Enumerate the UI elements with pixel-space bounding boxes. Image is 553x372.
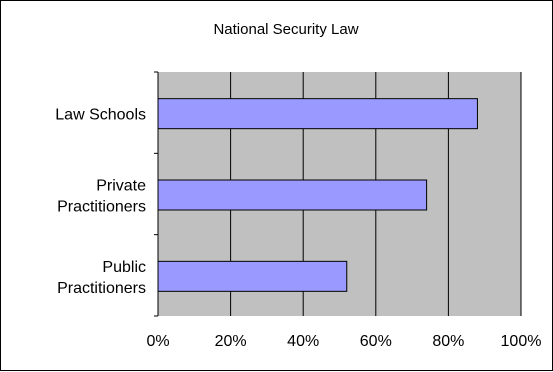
x-tick-label: 60%	[360, 333, 392, 350]
x-tick-label: 20%	[215, 333, 247, 350]
x-tick-label: 40%	[287, 333, 319, 350]
category-label: Law Schools	[55, 107, 146, 124]
category-label: Practitioners	[57, 199, 146, 216]
category-label: Private	[96, 178, 146, 195]
x-tick-labels: 0% 20% 40% 60% 80% 100%	[146, 333, 541, 350]
bar-0	[157, 98, 478, 130]
x-tick-label: 80%	[432, 333, 464, 350]
bar-2	[157, 260, 348, 292]
chart-title: National Security Law	[213, 21, 358, 38]
category-labels: Law Schools Private Practitioners Public Pra…	[55, 107, 146, 297]
category-label: Public	[102, 259, 146, 276]
category-label: Practitioners	[57, 280, 146, 297]
y-axis-ticks	[154, 71, 158, 317]
x-tick-label: 0%	[146, 333, 169, 350]
x-tick-label: 100%	[501, 333, 542, 350]
bars	[157, 98, 478, 292]
bar-1	[157, 179, 428, 211]
